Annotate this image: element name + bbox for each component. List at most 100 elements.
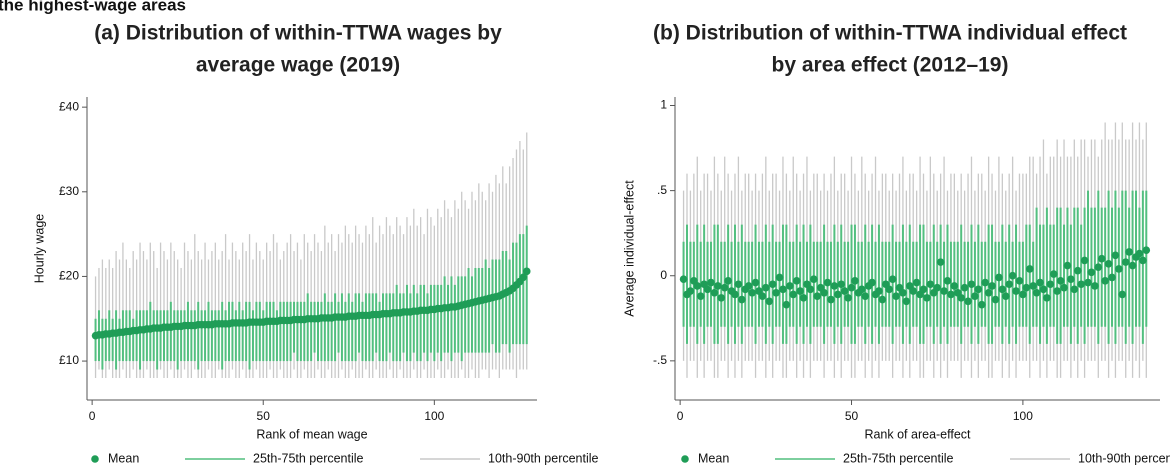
mean-dot — [717, 294, 726, 302]
mean-dot — [875, 287, 883, 295]
mean-dot — [768, 280, 777, 289]
mean-dot — [1125, 248, 1133, 256]
mean-dot — [1084, 278, 1092, 287]
mean-dot — [779, 285, 787, 294]
mean-dot — [786, 282, 794, 290]
legend-marker — [681, 455, 689, 463]
y-tick-label: 0 — [660, 268, 667, 282]
mean-dot — [851, 277, 859, 285]
mean-dot — [762, 283, 770, 292]
legend-label: Mean — [108, 451, 139, 465]
y-tick-label: £20 — [59, 269, 79, 283]
mean-dot — [1043, 294, 1051, 302]
mean-dot — [748, 288, 756, 297]
mean-dot — [1060, 283, 1068, 292]
mean-dot — [1015, 277, 1024, 285]
y-axis-label: Average individual-effect — [622, 180, 636, 317]
mean-dot — [1056, 277, 1065, 285]
mean-dot — [710, 288, 719, 297]
mean-dot — [1142, 246, 1151, 255]
mean-dot — [878, 295, 887, 304]
legend-label: 25th-75th percentile — [253, 451, 364, 465]
mean-dot — [810, 275, 818, 283]
mean-dot — [837, 280, 846, 289]
mean-dot — [943, 277, 952, 285]
mean-dot — [758, 292, 767, 300]
legend-label: 25th-75th percentile — [843, 451, 954, 465]
mean-dot — [751, 278, 760, 287]
mean-dot — [1108, 273, 1116, 282]
mean-dot — [707, 278, 715, 287]
mean-dot — [1135, 249, 1144, 258]
mean-dot — [522, 267, 531, 276]
mean-dot — [738, 295, 746, 304]
mean-dot — [734, 280, 743, 289]
mean-dot — [1073, 266, 1082, 275]
mean-dot — [998, 285, 1007, 294]
mean-dot — [823, 278, 832, 287]
x-tick-label: 50 — [257, 409, 271, 423]
mean-dot — [888, 275, 897, 283]
mean-dot — [1070, 285, 1079, 294]
legend-label: 10th-90th percentile — [488, 451, 599, 465]
mean-dot — [1080, 256, 1089, 265]
mean-dot — [995, 273, 1003, 282]
mean-dot — [967, 280, 976, 289]
mean-dot — [840, 287, 849, 295]
mean-dot — [1049, 270, 1058, 278]
mean-dot — [1118, 290, 1127, 299]
mean-dot — [1053, 287, 1061, 295]
mean-dot — [1115, 265, 1123, 273]
mean-dot — [892, 292, 900, 300]
mean-dot — [940, 287, 948, 295]
mean-dot — [686, 287, 695, 295]
mean-dot — [1101, 277, 1109, 285]
mean-dot — [957, 294, 966, 302]
x-tick-label: 0 — [677, 409, 684, 423]
mean-dot — [789, 290, 798, 299]
y-tick-label: 1 — [660, 98, 667, 112]
mean-dot — [1025, 265, 1034, 273]
mean-dot — [1067, 275, 1075, 283]
header-text: the highest-wage areas — [0, 0, 186, 14]
y-tick-label: £10 — [59, 353, 79, 367]
mean-dot — [796, 287, 804, 295]
mean-dot — [909, 287, 918, 295]
x-tick-label: 50 — [845, 409, 859, 423]
mean-dot — [830, 282, 839, 290]
mean-dot — [936, 258, 945, 266]
mean-dot — [981, 278, 989, 287]
mean-dot — [1022, 283, 1031, 292]
mean-dot — [1097, 254, 1106, 263]
mean-dot — [696, 292, 705, 300]
mean-dot — [1001, 292, 1010, 300]
mean-dot — [988, 282, 996, 290]
chart-title: (a) Distribution of within-TTWA wages by — [94, 22, 502, 45]
mean-dot — [834, 290, 842, 299]
mean-dot — [926, 280, 935, 289]
mean-dot — [799, 294, 808, 302]
mean-dot — [902, 297, 911, 306]
y-tick-label: .5 — [657, 183, 667, 197]
mean-dot — [971, 292, 979, 300]
mean-dot — [693, 282, 702, 290]
mean-dot — [960, 283, 969, 292]
mean-dot — [792, 277, 801, 285]
chart-title: average wage (2019) — [196, 54, 400, 77]
y-axis-label: Hourly wage — [32, 214, 46, 284]
mean-dot — [923, 294, 931, 302]
mean-dot — [899, 288, 907, 297]
mean-dot — [847, 283, 856, 292]
mean-dot — [933, 283, 942, 292]
x-tick-label: 100 — [1013, 409, 1033, 423]
mean-dot — [844, 294, 852, 302]
mean-dot — [1039, 285, 1048, 294]
mean-dot — [1128, 261, 1137, 270]
mean-dot — [950, 282, 959, 290]
mean-dot — [1029, 282, 1037, 290]
mean-dot — [731, 290, 739, 299]
mean-dot — [984, 288, 993, 297]
mean-dot — [782, 300, 791, 309]
y-tick-label: -.5 — [653, 353, 667, 367]
x-tick-label: 0 — [89, 409, 96, 423]
